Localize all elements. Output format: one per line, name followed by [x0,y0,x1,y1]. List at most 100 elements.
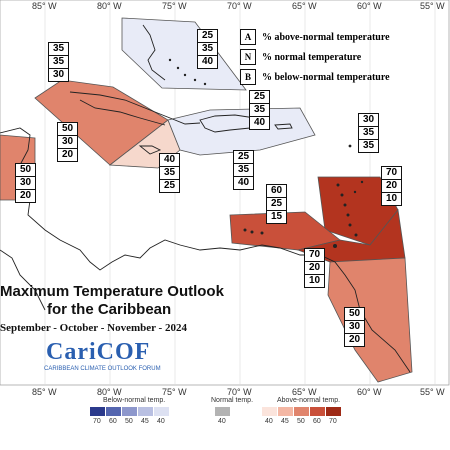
prob-box-turks: 25 35 40 [249,90,270,130]
scale-cell-below [122,407,137,416]
prob-below: 20 [58,148,77,161]
key-letter-below: B [240,69,256,85]
lon-label-75: 75° W [162,1,187,11]
prob-below: 40 [198,55,217,68]
scale-tick-below: 70 [93,418,101,425]
prob-below: 30 [49,68,68,81]
scale-cell-normal [215,407,230,416]
prob-box-bermuda-east: 30 35 35 [358,113,379,153]
prob-below: 25 [160,179,179,192]
zone-hispaniola [167,107,316,156]
prob-box-cayman: 35 35 30 [48,42,69,82]
prob-normal: 35 [359,126,378,139]
scale-cell-below [154,407,169,416]
season-label: September - October - November - 2024 [0,322,187,334]
prob-normal: 30 [16,176,35,189]
prob-box-leewards: 70 20 10 [381,166,402,206]
scale-above-title: Above-normal temp. [277,397,341,404]
scale-cell-above [326,407,341,416]
prob-above: 30 [362,114,375,125]
prob-above: 50 [61,123,74,134]
scale-tick-below: 50 [125,418,133,425]
scale-cell-below [90,407,105,416]
prob-normal: 35 [49,55,68,68]
prob-normal: 25 [267,197,286,210]
prob-above: 70 [385,167,398,178]
lon-label-65-bottom: 65° W [292,387,317,397]
zone-cuba-west [34,79,169,166]
prob-above: 25 [237,151,250,162]
prob-above: 25 [253,91,266,102]
prob-box-belize: 50 30 20 [15,163,36,203]
scale-tick-below: 60 [109,418,117,425]
lon-label-65: 65° W [292,1,317,11]
prob-above: 35 [52,43,65,54]
scale-normal-title: Normal temp. [211,397,254,404]
lon-label-80-bottom: 80° W [97,387,122,397]
lon-label-55-bottom: 55° W [420,387,445,397]
lon-label-80: 80° W [97,1,122,11]
prob-box-hispaniola: 25 35 40 [233,150,254,190]
prob-box-jamaica: 40 35 25 [159,153,180,193]
map-subtitle: for the Caribbean [47,301,172,318]
scale-below-title: Below-normal temp. [103,397,166,404]
map-title: Maximum Temperature Outlook [0,283,224,300]
caricof-logo-subtitle: CARIBBEAN CLIMATE OUTLOOK FORUM [44,366,161,372]
prob-normal: 20 [382,179,401,192]
lon-label-85: 85° W [32,1,57,11]
lon-label-60-bottom: 60° W [357,387,382,397]
prob-box-guianas: 50 30 20 [344,307,365,347]
prob-normal: 30 [58,135,77,148]
scale-cell-above [310,407,325,416]
lon-label-60: 60° W [357,1,382,11]
prob-normal: 35 [250,103,269,116]
scale-tick-above: 40 [265,418,273,425]
scale-tick-above: 70 [329,418,337,425]
prob-normal: 30 [345,320,364,333]
prob-below: 35 [359,139,378,152]
key-text-below: % below-normal temperature [262,71,390,83]
prob-below: 20 [345,333,364,346]
key-row-below: B % below-normal temperature [240,67,390,87]
key-row-above: A % above-normal temperature [240,27,390,47]
key-text-above: % above-normal temperature [262,31,390,43]
prob-above: 60 [270,185,283,196]
prob-above: 25 [201,30,214,41]
scale-cell-above [262,407,277,416]
prob-above: 70 [308,249,321,260]
lon-label-75-bottom: 75° W [162,387,187,397]
prob-below: 10 [305,274,324,287]
probability-key: A % above-normal temperature N % normal … [240,27,390,87]
prob-box-cuba-west: 50 30 20 [57,122,78,162]
scale-cell-below [138,407,153,416]
prob-box-abc: 60 25 15 [266,184,287,224]
scale-cell-above [278,407,293,416]
prob-below: 40 [234,176,253,189]
scale-tick-below: 40 [157,418,165,425]
map-frame [0,0,450,386]
scale-tick-above: 60 [313,418,321,425]
scale-cell-above [294,407,309,416]
key-letter-above: A [240,29,256,45]
key-letter-normal: N [240,49,256,65]
key-text-normal: % normal temperature [262,51,362,63]
prob-box-bahamas: 25 35 40 [197,29,218,69]
prob-normal: 20 [305,261,324,274]
islands [168,58,364,248]
scale-cell-below [106,407,121,416]
lon-label-55: 55° W [420,1,445,11]
key-row-normal: N % normal temperature [240,47,390,67]
lon-label-85-bottom: 85° W [32,387,57,397]
prob-normal: 35 [160,166,179,179]
prob-above: 50 [19,164,32,175]
prob-above: 40 [163,154,176,165]
prob-below: 40 [250,116,269,129]
lon-label-70-bottom: 70° W [227,387,252,397]
prob-normal: 35 [198,42,217,55]
prob-normal: 35 [234,163,253,176]
prob-below: 20 [16,189,35,202]
prob-below: 10 [382,192,401,205]
prob-box-trinidad: 70 20 10 [304,248,325,288]
zone-guianas [327,257,413,383]
scale-tick-above: 50 [297,418,305,425]
